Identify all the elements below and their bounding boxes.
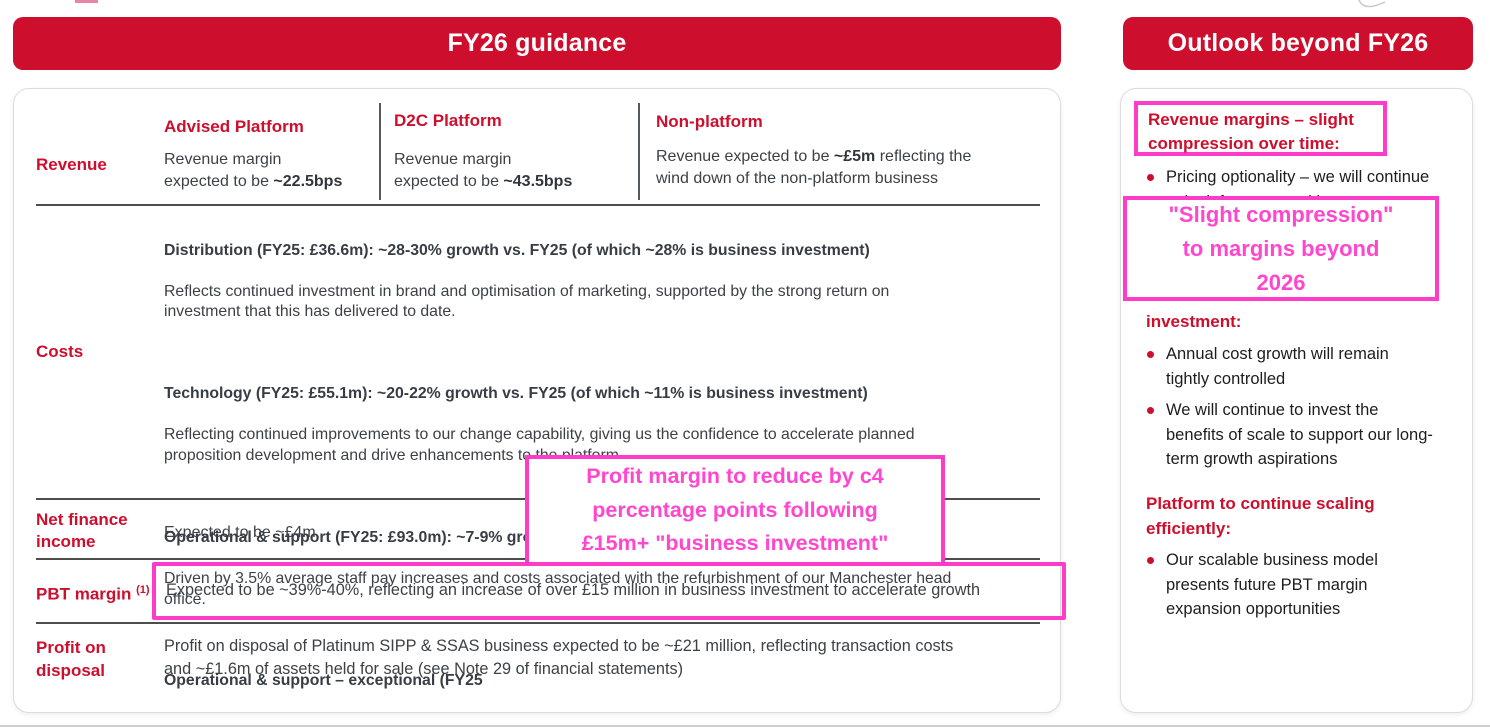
costs-row-label: Costs: [36, 342, 84, 361]
pbt-margin-label-text: PBT margin: [36, 584, 132, 604]
invest-benefits-bullet: We will continue to invest the benefits …: [1166, 401, 1433, 468]
pbt-margin-highlight-frame: [152, 562, 1066, 620]
advised-platform-value: ~22.5bps: [273, 172, 343, 190]
row-divider: [36, 622, 1040, 624]
revenue-margins-heading-box: Revenue margins – slight compression ove…: [1134, 101, 1387, 156]
fy26-guidance-banner: FY26 guidance: [13, 17, 1061, 70]
outlook-card: Revenue margins – slight compression ove…: [1120, 88, 1473, 713]
pbt-margin-label: PBT margin (1): [36, 579, 150, 606]
guidance-card: Revenue Advised Platform Revenue margin …: [13, 88, 1061, 713]
profit-margin-callout: Profit margin to reduce by c4 percentage…: [525, 455, 945, 566]
d2c-platform-text: Revenue margin expected to be: [394, 151, 512, 190]
column-divider: [379, 103, 381, 200]
profit-margin-callout-text: Profit margin to reduce by c4 percentage…: [581, 464, 889, 556]
d2c-platform-value: ~43.5bps: [503, 172, 573, 190]
advised-platform-heading: Advised Platform: [164, 117, 304, 136]
investment-heading-fragment: investment:: [1146, 312, 1242, 331]
cost-item-operational-exceptional: Operational & support – exceptional (FY2…: [164, 651, 1046, 713]
cost-growth-bullet: Annual cost growth will remain tightly c…: [1166, 345, 1389, 388]
costs-content: Distribution (FY25: £36.6m): ~28-30% gro…: [164, 220, 1046, 728]
non-platform-heading: Non-platform: [656, 112, 763, 131]
non-platform-body: Revenue expected to be ~£5m reflecting t…: [656, 146, 1051, 189]
cost-item-body: Reflects continued investment in brand a…: [164, 282, 890, 321]
slight-compression-callout-text: "Slight compression" to margins beyond 2…: [1168, 201, 1394, 295]
d2c-platform-body: Revenue margin expected to be ~43.5bps: [394, 149, 619, 192]
slight-compression-callout: "Slight compression" to margins beyond 2…: [1123, 196, 1439, 301]
top-edge-arc-fragment: [1358, 0, 1386, 8]
net-finance-income-label: Net finance income: [36, 510, 128, 551]
column-divider: [638, 103, 640, 200]
profit-on-disposal-body: Profit on disposal of Platinum SIPP & SS…: [164, 637, 954, 678]
cost-item-body: Driven by 3.5% average staff pay increas…: [164, 569, 952, 608]
pbt-margin-footnote: (1): [136, 584, 150, 596]
cost-item-distribution: Distribution (FY25: £36.6m): ~28-30% gro…: [164, 220, 1046, 344]
bullet-icon: [1147, 557, 1154, 564]
cost-item-technology: Technology (FY25: £55.1m): ~20-22% growt…: [164, 364, 1046, 488]
revenue-row-label: Revenue: [36, 155, 107, 174]
bullet-icon: [1147, 407, 1154, 414]
advised-platform-body: Revenue margin expected to be ~22.5bps: [164, 149, 389, 192]
fy26-guidance-banner-label: FY26 guidance: [447, 29, 627, 57]
cost-item-heading: Distribution (FY25: £36.6m): ~28-30% gro…: [164, 241, 870, 259]
cost-item-heading: Operational & support – exceptional (FY2…: [164, 672, 483, 690]
advised-platform-text: Revenue margin expected to be: [164, 151, 282, 190]
net-finance-income-body: Expected to be ~£4m: [164, 524, 316, 541]
platform-scaling-heading: Platform to continue scaling efficiently…: [1146, 494, 1375, 538]
non-platform-text-post: reflecting the wind down of the non-plat…: [656, 148, 972, 187]
bottom-edge-fragment: [0, 725, 1490, 727]
row-divider: [36, 204, 1040, 206]
bullet-icon: [1147, 351, 1154, 358]
d2c-platform-heading: D2C Platform: [394, 111, 502, 130]
outlook-banner-label: Outlook beyond FY26: [1167, 29, 1429, 57]
cost-item-heading: Technology (FY25: £55.1m): ~20-22% growt…: [164, 385, 868, 403]
cost-item-body: Reflecting continued improvements to our…: [164, 426, 915, 464]
outlook-banner: Outlook beyond FY26: [1123, 17, 1473, 70]
revenue-margins-heading: Revenue margins – slight compression ove…: [1148, 110, 1354, 153]
profit-on-disposal-label: Profit on disposal: [36, 638, 106, 680]
top-edge-fragment: [75, 0, 98, 3]
non-platform-value: ~£5m: [833, 148, 876, 165]
pbt-margin-body: Expected to be ~39%-40%, reflecting an i…: [166, 581, 981, 599]
non-platform-text: Revenue expected to be: [656, 148, 834, 165]
bullet-icon: [1147, 174, 1154, 181]
scalable-model-bullet: Our scalable business model presents fut…: [1166, 551, 1378, 618]
